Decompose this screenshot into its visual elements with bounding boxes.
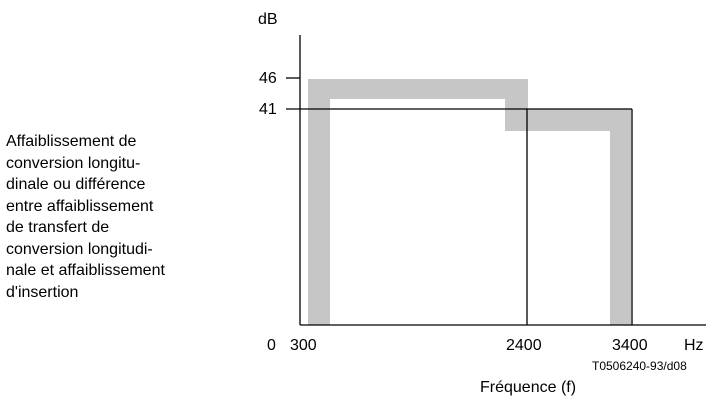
- caption-line: de transfert de: [6, 219, 110, 236]
- x-tick-label-0: 0: [267, 337, 276, 354]
- y-tick-label-41: 41: [259, 101, 277, 118]
- caption-line: conversion longitudi-: [6, 240, 153, 258]
- band-top-upper: [308, 79, 528, 99]
- x-tick-label-2400: 2400: [506, 337, 542, 354]
- band-step: [505, 99, 528, 111]
- caption-line: nale et affaiblissement: [6, 262, 165, 279]
- caption-line: entre affaiblissement: [6, 197, 154, 215]
- band-top-right: [505, 109, 631, 131]
- mask-lines: [286, 35, 706, 326]
- caption-line: Affaiblissement de: [6, 133, 137, 150]
- band-right-leg: [610, 109, 631, 325]
- caption-line: conversion longitu-: [6, 154, 141, 172]
- y-quantity-caption: Affaiblissement de conversion longitu- d…: [6, 131, 226, 303]
- x-axis-title: Fréquence (f): [480, 379, 576, 396]
- x-tick-label-3400: 3400: [612, 337, 648, 354]
- y-tick-label-46: 46: [259, 70, 277, 87]
- caption-line: dinale ou différence: [6, 176, 146, 193]
- figure-reference: T0506240-93/d08: [592, 359, 687, 373]
- tolerance-band: [308, 79, 631, 325]
- y-unit-label: dB: [258, 11, 278, 28]
- band-left-leg: [308, 79, 330, 325]
- x-tick-label-300: 300: [290, 337, 317, 354]
- caption-line: d'insertion: [6, 283, 79, 301]
- x-unit-label: Hz: [684, 337, 704, 354]
